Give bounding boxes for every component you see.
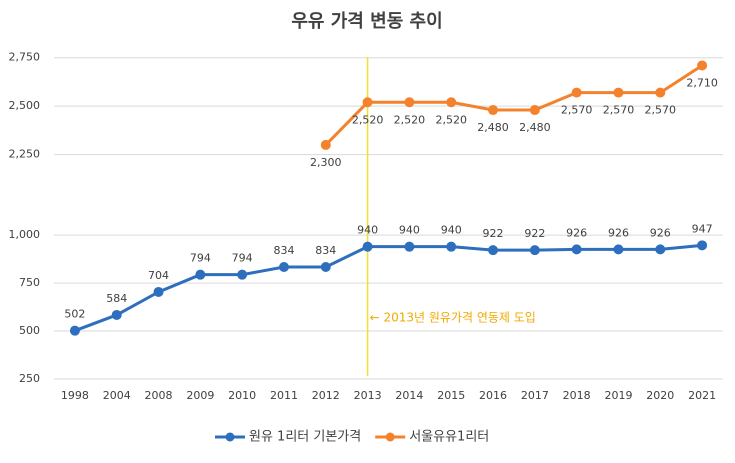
y-tick-label: 500	[19, 324, 40, 337]
marker	[446, 97, 457, 108]
x-tick-label: 2017	[521, 389, 549, 402]
y-tick-label: 2,750	[9, 51, 41, 64]
marker	[237, 269, 248, 280]
marker	[195, 269, 206, 280]
marker	[446, 241, 457, 252]
data-label: 704	[148, 269, 169, 282]
marker	[613, 87, 624, 98]
marker	[655, 244, 666, 255]
data-label: 794	[232, 252, 253, 265]
data-label: 2,480	[519, 121, 551, 134]
series-line	[324, 64, 703, 146]
data-label: 940	[399, 224, 420, 237]
marker	[69, 325, 80, 336]
marker	[488, 105, 499, 116]
y-tick-label: 2,500	[9, 99, 41, 112]
annotation-text: ← 2013년 원유가격 연동제 도입	[370, 311, 536, 325]
x-tick-label: 2014	[395, 389, 423, 402]
x-tick-label: 2008	[145, 389, 173, 402]
data-label: 2,710	[686, 76, 718, 89]
x-tick-label: 2009	[186, 389, 214, 402]
marker	[571, 244, 582, 255]
marker	[529, 105, 540, 116]
y-tick-label: 1,000	[9, 228, 41, 241]
data-label: 794	[190, 252, 211, 265]
marker	[153, 286, 164, 297]
marker	[613, 244, 624, 255]
marker	[404, 241, 415, 252]
y-tick-label: 250	[19, 372, 40, 385]
data-label: 834	[315, 244, 336, 257]
marker	[362, 97, 373, 108]
data-label: 2,570	[645, 104, 677, 117]
data-label: 2,520	[435, 113, 467, 126]
x-tick-label: 2021	[688, 389, 716, 402]
data-label: 922	[524, 227, 545, 240]
data-label: 502	[64, 308, 85, 321]
x-tick-label: 2010	[228, 389, 256, 402]
data-label: 2,520	[352, 113, 384, 126]
data-label: 2,570	[561, 104, 593, 117]
data-label: 926	[566, 226, 587, 239]
x-tick-label: 2015	[437, 389, 465, 402]
marker	[362, 241, 373, 252]
data-label: 922	[483, 227, 504, 240]
legend-label: 원유 1리터 기본가격	[249, 430, 361, 445]
data-label: 926	[608, 226, 629, 239]
data-label: 2,300	[310, 156, 342, 169]
marker	[571, 87, 582, 98]
y-tick-label: 2,250	[9, 148, 41, 161]
x-tick-label: 2016	[479, 389, 507, 402]
x-tick-label: 2018	[563, 389, 591, 402]
marker	[320, 262, 331, 273]
data-label: 940	[441, 224, 462, 237]
x-tick-label: 2011	[270, 389, 298, 402]
x-tick-label: 2019	[604, 389, 632, 402]
data-label: 2,480	[477, 121, 509, 134]
marker	[404, 97, 415, 108]
marker	[278, 262, 289, 273]
chart-title: 우유 가격 변동 추이	[291, 11, 442, 32]
data-label: 584	[106, 292, 127, 305]
marker	[655, 87, 666, 98]
marker	[320, 139, 331, 150]
legend-label: 서울유유1리터	[409, 430, 489, 445]
x-tick-label: 2012	[312, 389, 340, 402]
data-label: 2,570	[603, 104, 635, 117]
legend-marker	[225, 432, 235, 442]
marker	[697, 240, 708, 251]
series-line	[74, 243, 703, 333]
data-label: 940	[357, 224, 378, 237]
x-tick-label: 1998	[61, 389, 89, 402]
x-tick-label: 2020	[646, 389, 674, 402]
data-label: 926	[650, 226, 671, 239]
data-label: 2,520	[394, 113, 426, 126]
marker	[488, 245, 499, 256]
data-label: 947	[692, 222, 713, 235]
x-tick-label: 2013	[354, 389, 382, 402]
marker	[529, 245, 540, 256]
x-tick-label: 2004	[103, 389, 131, 402]
marker	[697, 60, 708, 71]
marker	[111, 309, 122, 320]
data-label: 834	[273, 244, 294, 257]
y-tick-label: 750	[19, 276, 40, 289]
legend-marker	[385, 432, 395, 442]
